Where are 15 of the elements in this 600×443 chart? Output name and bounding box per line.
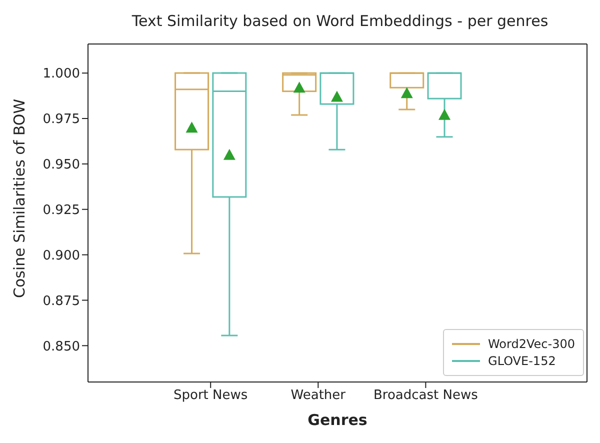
legend-label: GLOVE-152 bbox=[488, 354, 556, 368]
y-tick-label: 0.950 bbox=[42, 158, 80, 173]
x-tick-label: Weather bbox=[290, 388, 346, 404]
y-tick-label: 0.875 bbox=[42, 294, 80, 309]
y-tick-label: 1.000 bbox=[42, 66, 80, 82]
x-tick-label: Broadcast News bbox=[373, 388, 478, 404]
y-axis-title: Cosine Similarities of BOW bbox=[10, 98, 28, 298]
x-axis-title: Genres bbox=[308, 411, 368, 429]
y-tick-label: 0.975 bbox=[42, 112, 80, 128]
chart-title: Text Similarity based on Word Embeddings - per genres bbox=[130, 12, 550, 30]
y-tick-label: 0.900 bbox=[42, 248, 80, 264]
legend-label: Word2Vec-300 bbox=[488, 337, 575, 351]
x-tick-label: Sport News bbox=[174, 388, 248, 404]
y-tick-label: 0.925 bbox=[42, 202, 80, 218]
y-tick-label: 0.850 bbox=[42, 339, 80, 354]
